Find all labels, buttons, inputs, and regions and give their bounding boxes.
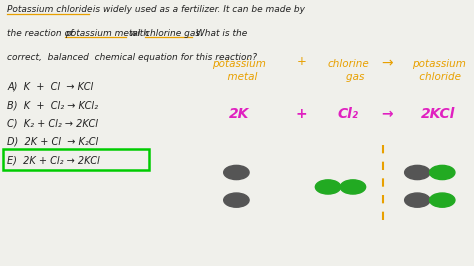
- Text: Potassium chloride: Potassium chloride: [7, 5, 92, 14]
- Text: potassium
  metal: potassium metal: [212, 59, 265, 82]
- Text: 2KCl: 2KCl: [421, 107, 456, 121]
- Text: chlorine
    gas: chlorine gas: [328, 59, 369, 82]
- Circle shape: [429, 165, 455, 180]
- Text: What is the: What is the: [193, 29, 247, 38]
- Circle shape: [224, 165, 249, 180]
- Circle shape: [224, 193, 249, 207]
- Circle shape: [429, 193, 455, 207]
- Text: potassium metal: potassium metal: [65, 29, 140, 38]
- Circle shape: [315, 180, 341, 194]
- Text: potassium
 chloride: potassium chloride: [411, 59, 465, 82]
- Text: chlorine gas.: chlorine gas.: [145, 29, 203, 38]
- Text: E)  2K + Cl₂ → 2KCl: E) 2K + Cl₂ → 2KCl: [7, 155, 100, 165]
- Text: B)  K  +  Cl₂ → KCl₂: B) K + Cl₂ → KCl₂: [7, 100, 98, 110]
- Text: →: →: [381, 107, 392, 121]
- Text: A)  K  +  Cl  → KCl: A) K + Cl → KCl: [7, 82, 93, 92]
- Text: 2K: 2K: [228, 107, 249, 121]
- Circle shape: [340, 180, 365, 194]
- Text: →: →: [381, 57, 392, 71]
- Text: the reaction of: the reaction of: [7, 29, 76, 38]
- Text: Cl₂: Cl₂: [338, 107, 359, 121]
- Text: correct,  balanced  chemical equation for this reaction?: correct, balanced chemical equation for …: [7, 53, 257, 62]
- Text: with: with: [128, 29, 152, 38]
- Text: +: +: [296, 55, 306, 68]
- Circle shape: [405, 165, 430, 180]
- Text: C)  K₂ + Cl₂ → 2KCl: C) K₂ + Cl₂ → 2KCl: [7, 119, 98, 128]
- Text: is widely used as a fertilizer. It can be made by: is widely used as a fertilizer. It can b…: [90, 5, 305, 14]
- Text: D)  2K + Cl  → K₂Cl: D) 2K + Cl → K₂Cl: [7, 137, 98, 147]
- Text: +: +: [295, 107, 307, 121]
- Circle shape: [405, 193, 430, 207]
